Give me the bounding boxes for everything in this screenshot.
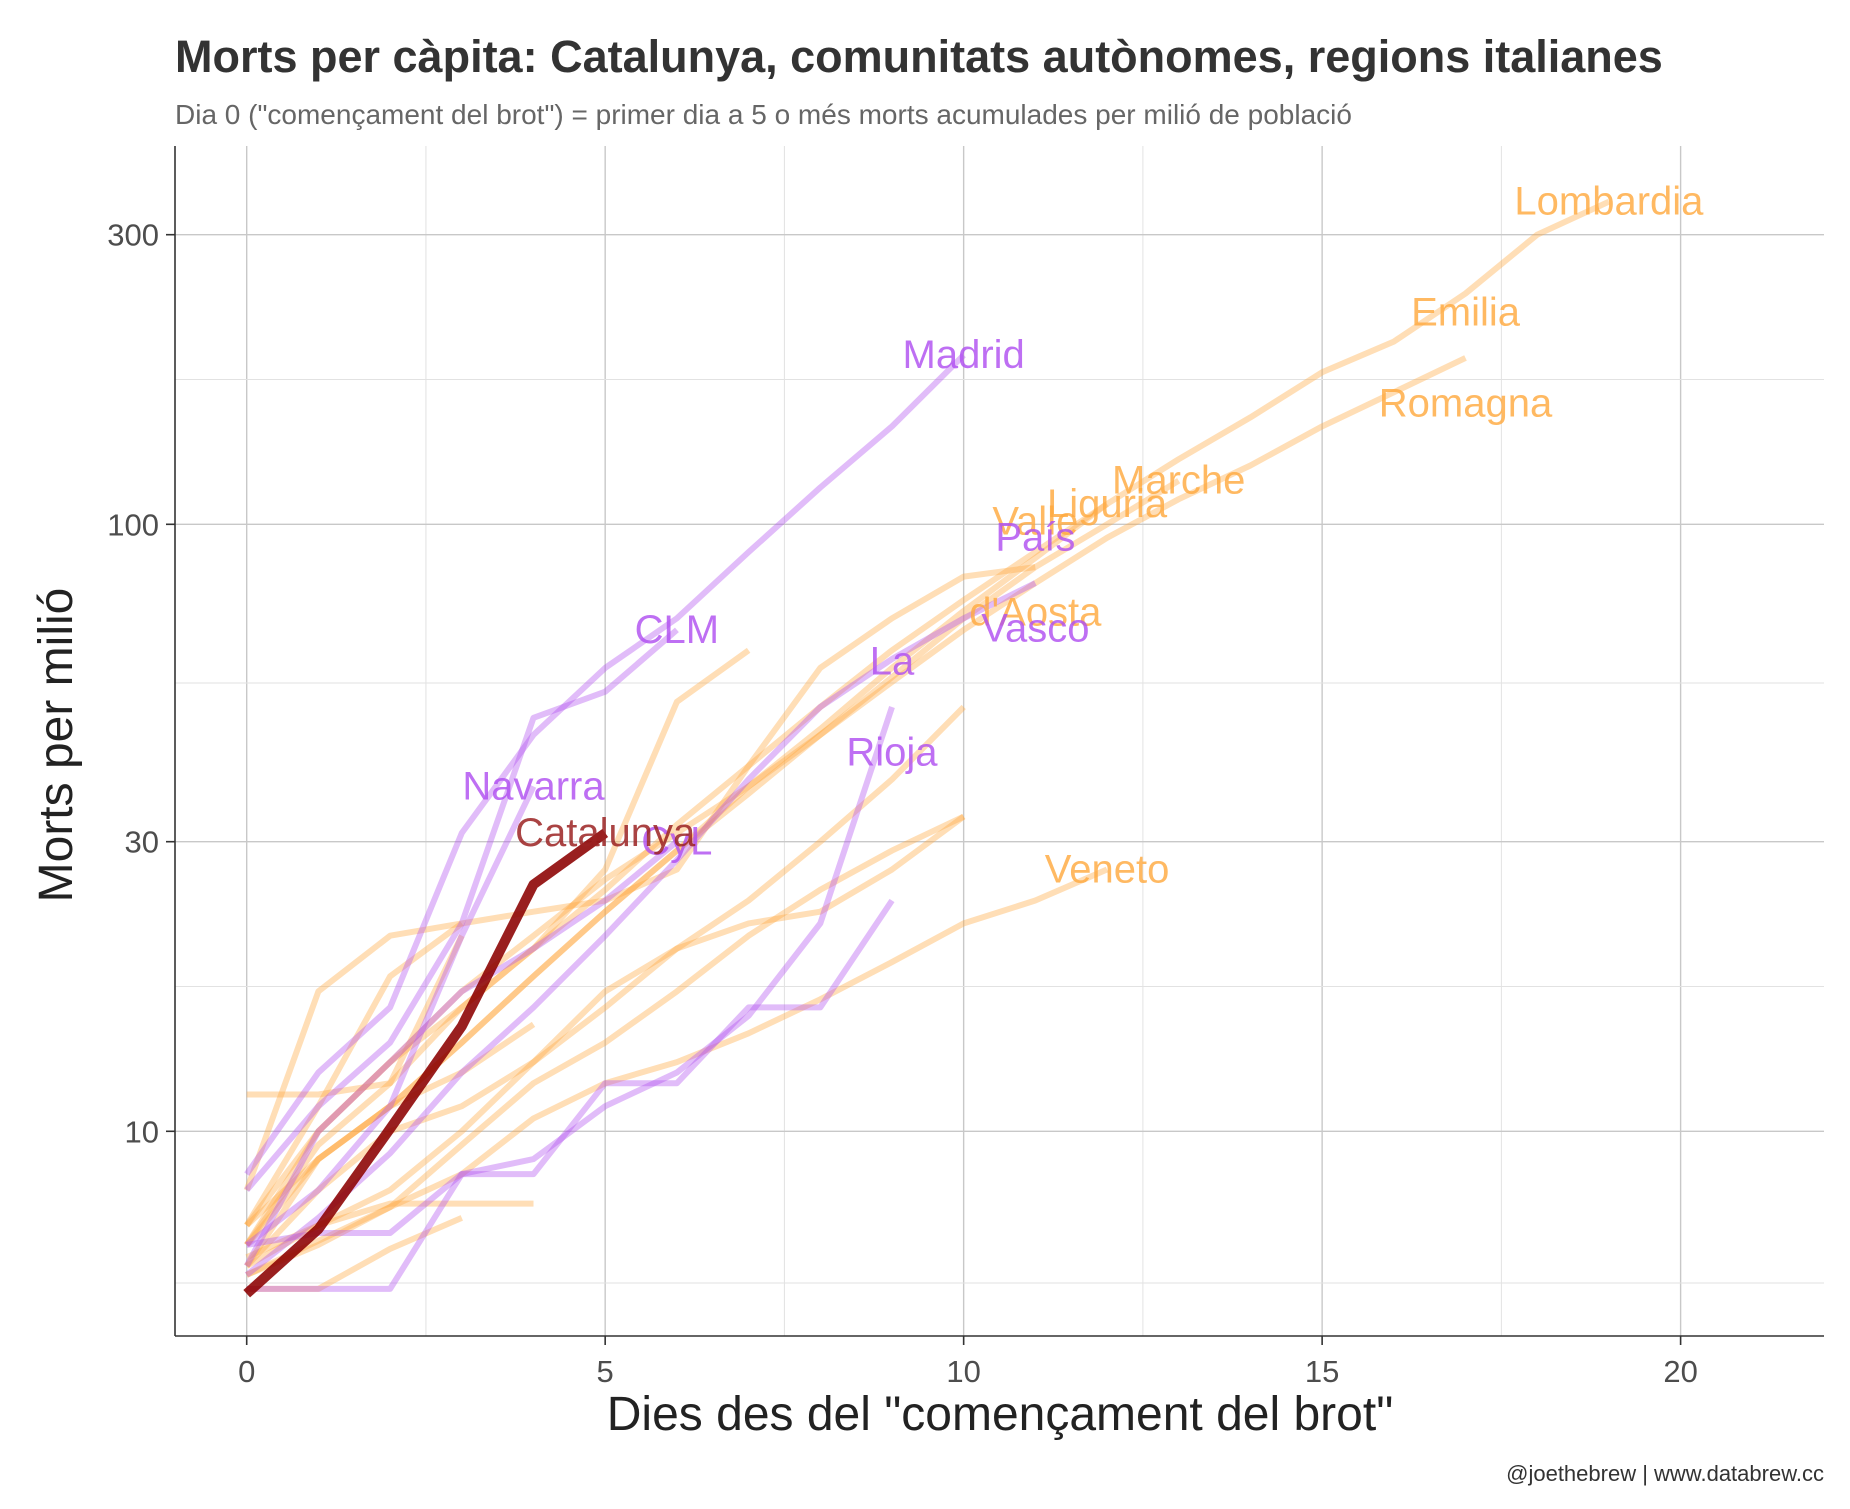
y-tick-label: 100: [107, 507, 159, 542]
series-line-pais-vasco: [244, 580, 1037, 1278]
series-line-liguria: [244, 501, 1109, 1268]
series-label: CLM: [635, 608, 719, 652]
y-tick-label: 300: [107, 218, 159, 253]
series-line-aragon: [246, 898, 895, 1248]
series-line-trento: [244, 647, 751, 1247]
x-tick-label: 10: [946, 1354, 980, 1389]
series-line-sardegna: [244, 1021, 536, 1228]
chart-subtitle: Dia 0 ("començament del brot") = primer …: [175, 99, 1352, 130]
series-label: Rioja: [846, 731, 938, 775]
series-line-clm: [244, 627, 679, 1193]
series-label: La: [870, 640, 915, 684]
series-line-valle-d-aosta: [243, 564, 1036, 1192]
series-label: Liguria: [1047, 482, 1168, 526]
series-label: País: [995, 516, 1075, 560]
series-line-bolzano: [246, 934, 465, 1098]
series-line-la-rioja: [246, 706, 895, 1292]
chart-caption: @joethebrew | www.databrew.cc: [1506, 1461, 1824, 1486]
series-label: Catalunya: [515, 811, 696, 855]
grid-lines: [175, 146, 1824, 1336]
series-label: Emilia: [1411, 290, 1521, 334]
series-line-piemonte: [244, 704, 966, 1269]
series-line-friuli: [245, 814, 966, 1269]
series-line-abruzzo: [244, 920, 464, 1227]
series-line-catalunya: [243, 828, 609, 1298]
axes: 0 5 10 15 20 10 30 100 300: [107, 146, 1824, 1389]
series-label: CyL: [641, 820, 712, 864]
chart-title: Morts per càpita: Catalunya, comunitats …: [175, 31, 1663, 82]
series-line-toscana: [245, 813, 965, 1278]
series-line-umbria: [246, 1215, 463, 1292]
y-tick-label: 30: [125, 825, 159, 860]
x-tick-label: 15: [1305, 1354, 1339, 1389]
series-label: Madrid: [903, 333, 1025, 377]
series-label: Marche: [1112, 459, 1245, 503]
series-line-marche: [244, 478, 1181, 1228]
series-line-madrid: [244, 352, 966, 1176]
series-lines: [243, 198, 1611, 1298]
x-tick-label: 0: [238, 1354, 255, 1389]
x-tick-label: 5: [597, 1354, 614, 1389]
x-axis-title: Dies des del "començament del brot": [607, 1388, 1393, 1441]
series-label: Lombardia: [1514, 180, 1704, 224]
series-line-emilia-romagna: [244, 355, 1467, 1247]
x-tick-label: 20: [1663, 1354, 1697, 1389]
series-label: Navarra: [462, 764, 605, 808]
series-line-veneto: [245, 866, 1109, 1278]
y-tick-label: 10: [125, 1114, 159, 1149]
series-label: Vasco: [981, 607, 1089, 651]
series-label: Valle: [992, 500, 1078, 544]
series-label: Veneto: [1045, 847, 1170, 891]
series-label: d'Aosta: [969, 591, 1102, 635]
series-line-cyl: [244, 839, 679, 1268]
y-axis-title: Morts per milió: [30, 588, 83, 903]
series-labels: Lombardia Emilia Romagna MarcheLiguriaValle…: [462, 180, 1704, 892]
series-line-molise: [245, 1200, 534, 1261]
series-label: Romagna: [1379, 381, 1553, 425]
series-line-navarra: [244, 785, 537, 1248]
